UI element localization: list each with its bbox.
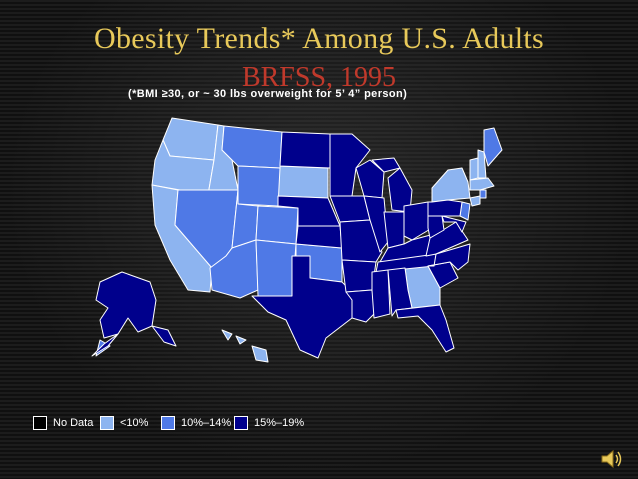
state-colorado (255, 205, 299, 245)
states-15-19 (91, 131, 471, 359)
legend-label-15-19: 15%–19% (254, 417, 305, 429)
bmi-footnote: (*BMI ≥30, or ~ 30 lbs overweight for 5’… (128, 88, 408, 100)
states-10-14 (95, 125, 503, 357)
state-connecticut (469, 195, 481, 207)
state-ohio (403, 201, 433, 241)
slide-title: Obesity Trends* Among U.S. Adults (94, 22, 544, 55)
slide-subtitle: BRFSS, 1995 (241, 62, 397, 93)
state-missouri (339, 219, 383, 263)
state-pennsylvania (427, 199, 463, 217)
legend-label-10-14: 10%–14% (181, 417, 232, 429)
legend-swatch-no-data (33, 416, 47, 430)
state-wisconsin (355, 159, 385, 199)
speaker-icon[interactable] (600, 448, 624, 470)
state-hawaii (221, 329, 269, 363)
state-north-dakota (279, 131, 331, 169)
state-arkansas (341, 259, 377, 293)
state-south-dakota (277, 165, 329, 199)
state-washington (162, 117, 219, 161)
state-indiana (383, 211, 405, 249)
legend-swatch-under-10 (100, 416, 114, 430)
state-rhode-island (479, 189, 487, 199)
state-illinois (363, 195, 389, 253)
state-michigan (371, 157, 413, 213)
state-maine (483, 127, 503, 167)
state-new-mexico (255, 239, 297, 297)
legend-swatch-15-19 (234, 416, 248, 430)
state-kansas (295, 225, 343, 249)
state-alaska-panhandle (151, 325, 177, 347)
state-virginia (425, 221, 469, 257)
state-massachusetts (469, 177, 495, 191)
state-wyoming (237, 165, 281, 207)
state-maryland-delaware (441, 215, 467, 233)
state-new-york (431, 167, 471, 203)
legend-label-under-10: <10% (120, 417, 149, 429)
state-florida (395, 304, 455, 353)
state-mississippi (371, 269, 391, 319)
legend-label-no-data: No Data (53, 417, 94, 429)
legend-swatch-10-14 (161, 416, 175, 430)
state-texas (251, 255, 353, 359)
state-alaska-aleutians (91, 333, 119, 357)
state-vermont (469, 157, 479, 181)
state-north-carolina (427, 243, 471, 271)
states-under-10 (151, 117, 495, 363)
state-alaska (95, 271, 157, 339)
